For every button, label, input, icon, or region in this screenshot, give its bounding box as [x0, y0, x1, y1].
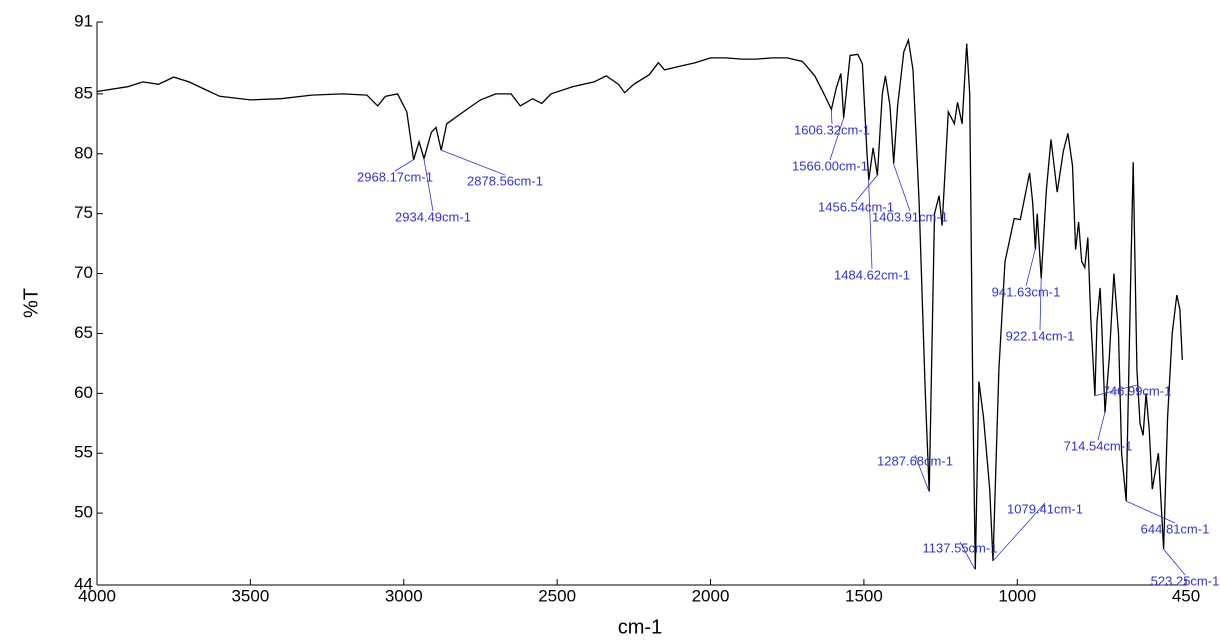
annotation-leader: [394, 159, 414, 172]
y-axis-label: %T: [20, 288, 42, 318]
annotation-leader: [423, 158, 434, 212]
x-tick-label: 1500: [845, 586, 883, 605]
x-tick-label: 450: [1172, 586, 1200, 605]
annotation-label: 644.81cm-1: [1141, 521, 1210, 536]
annotation-leader: [1097, 412, 1106, 441]
annotation-leader: [1163, 548, 1186, 576]
annotation-label: 746.99cm-1: [1103, 383, 1172, 398]
annotation-leader: [1094, 384, 1138, 397]
annotation-label: 1606.32cm-1: [794, 122, 870, 137]
annotation-label: 2968.17cm-1: [357, 169, 433, 184]
y-tick-label: 60: [74, 383, 93, 402]
annotation-label: 1456.54cm-1: [818, 199, 894, 214]
annotation-leader: [1126, 500, 1176, 524]
annotation-leader: [829, 117, 845, 161]
x-tick-label: 3500: [231, 586, 269, 605]
annotation-label: 2934.49cm-1: [395, 209, 471, 224]
y-tick-label: 91: [74, 11, 93, 30]
annotation-leader: [992, 502, 1046, 562]
y-tick-label: 80: [74, 143, 93, 162]
annotation-label: 1137.55cm-1: [923, 540, 998, 555]
annotation-label: 2878.56cm-1: [467, 173, 543, 188]
annotation-leader: [1039, 278, 1042, 331]
annotation-label: 1403.91cm-1: [872, 209, 948, 224]
annotation-label: 1484.62cm-1: [834, 267, 910, 282]
annotation-leader: [855, 175, 878, 202]
y-tick-label: 70: [74, 263, 93, 282]
x-tick-label: 2500: [538, 586, 576, 605]
y-tick-label: 65: [74, 323, 93, 342]
spectrum-line: [96, 37, 1183, 570]
annotation-leader: [440, 149, 506, 176]
annotation-label: 1079.41cm-1: [1007, 501, 1083, 516]
y-tick-label: 55: [74, 443, 93, 462]
annotation-leader: [830, 109, 833, 125]
annotation-leader: [893, 163, 911, 212]
annotation-leader: [959, 541, 976, 570]
annotation-leader: [1025, 249, 1036, 287]
y-tick-label: 75: [74, 203, 93, 222]
y-tick-label: 85: [74, 83, 93, 102]
annotation-label: 1566.00cm-1: [792, 158, 868, 173]
annotation-label: 714.54cm-1: [1064, 438, 1133, 453]
x-tick-label: 3000: [385, 586, 423, 605]
x-axis-label: cm-1: [618, 616, 662, 638]
annotation-label: 523.25cm-1: [1151, 573, 1220, 588]
annotation-leader: [868, 180, 873, 270]
y-tick-label: 50: [74, 503, 93, 522]
annotation-label: 922.14cm-1: [1006, 328, 1075, 343]
annotation-leader: [914, 454, 930, 492]
x-tick-label: 1000: [998, 586, 1036, 605]
y-tick-label: 44: [74, 574, 93, 593]
annotation-label: 1287.68cm-1: [877, 453, 953, 468]
annotation-label: 941.63cm-1: [992, 284, 1061, 299]
x-tick-label: 4000: [78, 586, 116, 605]
x-tick-label: 2000: [692, 586, 730, 605]
